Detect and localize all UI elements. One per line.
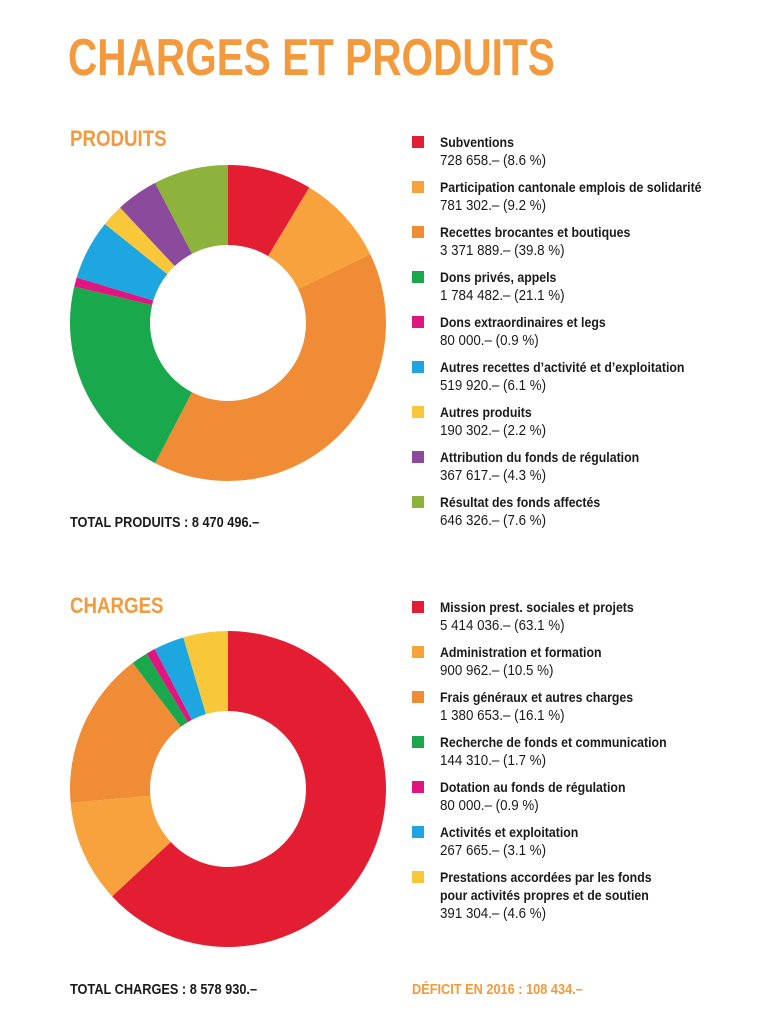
legend-swatch — [412, 781, 424, 793]
legend-swatch — [412, 406, 424, 418]
legend-value: 5 414 036.– (63.1 %) — [440, 618, 565, 634]
legend-swatch — [412, 361, 424, 373]
charges-legend-item-activites-et-exploitation: Activités et exploitation 267 665.– (3.1 … — [412, 823, 752, 861]
legend-value: 80 000.– (0.9 %) — [440, 798, 539, 814]
produits-slice-autres-produits — [104, 207, 175, 275]
charges-donut-chart — [70, 631, 386, 947]
produits-legend-item-dons-extraordinaires-et-legs: Dons extraordinaires et legs 80 000.– (0.… — [412, 313, 752, 351]
legend-label: Prestations accordées par les fonds — [440, 869, 652, 885]
produits-legend-item-autres-produits: Autres produits 190 302.– (2.2 %) — [412, 403, 752, 441]
produits-legend: Subventions 728 658.– (8.6 %) Participatio… — [412, 133, 752, 538]
produits-donut-chart — [69, 165, 387, 481]
produits-legend-item-recettes-brocantes-et-boutiques: Recettes brocantes et boutiques 3 371 889… — [412, 223, 752, 261]
charges-slice-recherche-de-fonds-et-communication — [132, 653, 188, 727]
legend-swatch — [412, 871, 424, 883]
produits-slice-dons-extraordinaires-et-legs — [74, 277, 154, 306]
charges-legend-item-frais-generaux-et-autres-charges: Frais généraux et autres charges 1 380 65… — [412, 688, 752, 726]
legend-value: 519 920.– (6.1 %) — [440, 378, 547, 394]
legend-value: 190 302.– (2.2 %) — [440, 423, 547, 439]
charges-slice-activites-et-exploitation — [154, 637, 206, 720]
charges-legend: Mission prest. sociales et projets 5 414 … — [412, 598, 752, 931]
total-produits: TOTAL PRODUITS : 8 470 496.– — [70, 514, 260, 531]
legend-label: Dotation au fonds de régulation — [440, 779, 626, 795]
legend-label: Subventions — [440, 134, 514, 150]
charges-legend-item-mission-prest-sociales-et-projets: Mission prest. sociales et projets 5 414 … — [412, 598, 752, 636]
legend-value: 267 665.– (3.1 %) — [440, 843, 547, 859]
legend-value: 728 658.– (8.6 %) — [440, 153, 547, 169]
legend-swatch — [412, 316, 424, 328]
produits-legend-item-dons-prives-appels: Dons privés, appels 1 784 482.– (21.1 %) — [412, 268, 752, 306]
legend-swatch — [412, 451, 424, 463]
legend-label: Recherche de fonds et communication — [440, 734, 667, 750]
legend-value: 1 784 482.– (21.1 %) — [440, 288, 565, 304]
charges-slice-administration-et-formation — [70, 795, 171, 897]
legend-swatch — [412, 646, 424, 658]
total-charges: TOTAL CHARGES : 8 578 930.– — [70, 981, 258, 998]
produits-legend-item-subventions: Subventions 728 658.– (8.6 %) — [412, 133, 752, 171]
legend-label: pour activités propres et de soutien — [440, 887, 649, 903]
legend-value: 391 304.– (4.6 %) — [440, 906, 547, 922]
produits-slice-resultat-des-fonds-affectes — [155, 165, 228, 254]
legend-label: Mission prest. sociales et projets — [440, 599, 634, 615]
legend-swatch — [412, 136, 424, 148]
legend-value: 80 000.– (0.9 %) — [440, 333, 539, 349]
legend-label: Participation cantonale emplois de solid… — [440, 179, 702, 195]
legend-value: 367 617.– (4.3 %) — [440, 468, 547, 484]
legend-value: 3 371 889.– (39.8 %) — [440, 243, 565, 259]
legend-label: Autres produits — [440, 404, 532, 420]
charges-legend-item-administration-et-formation: Administration et formation 900 962.– (10… — [412, 643, 752, 681]
legend-label: Administration et formation — [440, 644, 602, 660]
produits-slice-recettes-brocantes-et-boutiques — [155, 254, 387, 481]
produits-legend-item-participation-cantonale-emplois-de-solidarite: Participation cantonale emplois de solid… — [412, 178, 752, 216]
charges-heading: CHARGES — [70, 593, 164, 618]
legend-label: Attribution du fonds de régulation — [440, 449, 640, 465]
legend-value: 144 310.– (1.7 %) — [440, 753, 547, 769]
legend-label: Frais généraux et autres charges — [440, 689, 634, 705]
legend-label: Activités et exploitation — [440, 824, 579, 840]
charges-legend-item-dotation-au-fonds-de-regulation: Dotation au fonds de régulation 80 000.– … — [412, 778, 752, 816]
legend-swatch — [412, 736, 424, 748]
legend-value: 781 302.– (9.2 %) — [440, 198, 547, 214]
legend-label: Résultat des fonds affectés — [440, 494, 601, 510]
produits-legend-item-resultat-des-fonds-affectes: Résultat des fonds affectés 646 326.– (7.… — [412, 493, 752, 531]
charges-slice-prestations-accordees-par-les-fonds-pour-activites-propres-et-de-soutien — [183, 631, 228, 715]
legend-value: 646 326.– (7.6 %) — [440, 513, 547, 529]
legend-label: Autres recettes d’activité et d’exploita… — [440, 359, 685, 375]
page-title: CHARGES ET PRODUITS — [68, 29, 555, 87]
legend-swatch — [412, 181, 424, 193]
produits-legend-item-autres-recettes-d-activite-et-d-exploitation: Autres recettes d’activité et d’exploita… — [412, 358, 752, 396]
charges-slice-mission-prest-sociales-et-projets — [112, 631, 386, 947]
deficit-value: DÉFICIT EN 2016 : 108 434.– — [412, 981, 583, 998]
legend-swatch — [412, 496, 424, 508]
produits-slice-autres-recettes-d-activite-et-d-exploitation — [76, 223, 168, 301]
produits-slice-participation-cantonale-emplois-de-solidarite — [268, 187, 371, 290]
legend-swatch — [412, 271, 424, 283]
legend-value: 1 380 653.– (16.1 %) — [440, 708, 565, 724]
legend-value: 900 962.– (10.5 %) — [440, 663, 554, 679]
legend-swatch — [412, 226, 424, 238]
legend-swatch — [412, 826, 424, 838]
legend-label: Dons extraordinaires et legs — [440, 314, 606, 330]
produits-slice-dons-prives-appels — [69, 286, 193, 464]
produits-heading: PRODUITS — [70, 126, 167, 151]
legend-label: Dons privés, appels — [440, 269, 557, 285]
legend-label: Recettes brocantes et boutiques — [440, 224, 631, 240]
charges-slice-frais-generaux-et-autres-charges — [70, 662, 181, 803]
charges-slice-dotation-au-fonds-de-regulation — [146, 649, 192, 723]
produits-slice-attribution-du-fonds-de-regulation — [120, 182, 193, 267]
charges-legend-item-prestations-accordees-par-les-fonds-pour-activites-propres-et-de-soutien: Prestations accordées par les fonds pour … — [412, 868, 752, 924]
produits-slice-subventions — [228, 165, 310, 257]
produits-legend-item-attribution-du-fonds-de-regulation: Attribution du fonds de régulation 367 61… — [412, 448, 752, 486]
legend-swatch — [412, 601, 424, 613]
legend-swatch — [412, 691, 424, 703]
charges-legend-item-recherche-de-fonds-et-communication: Recherche de fonds et communication 144 3… — [412, 733, 752, 771]
